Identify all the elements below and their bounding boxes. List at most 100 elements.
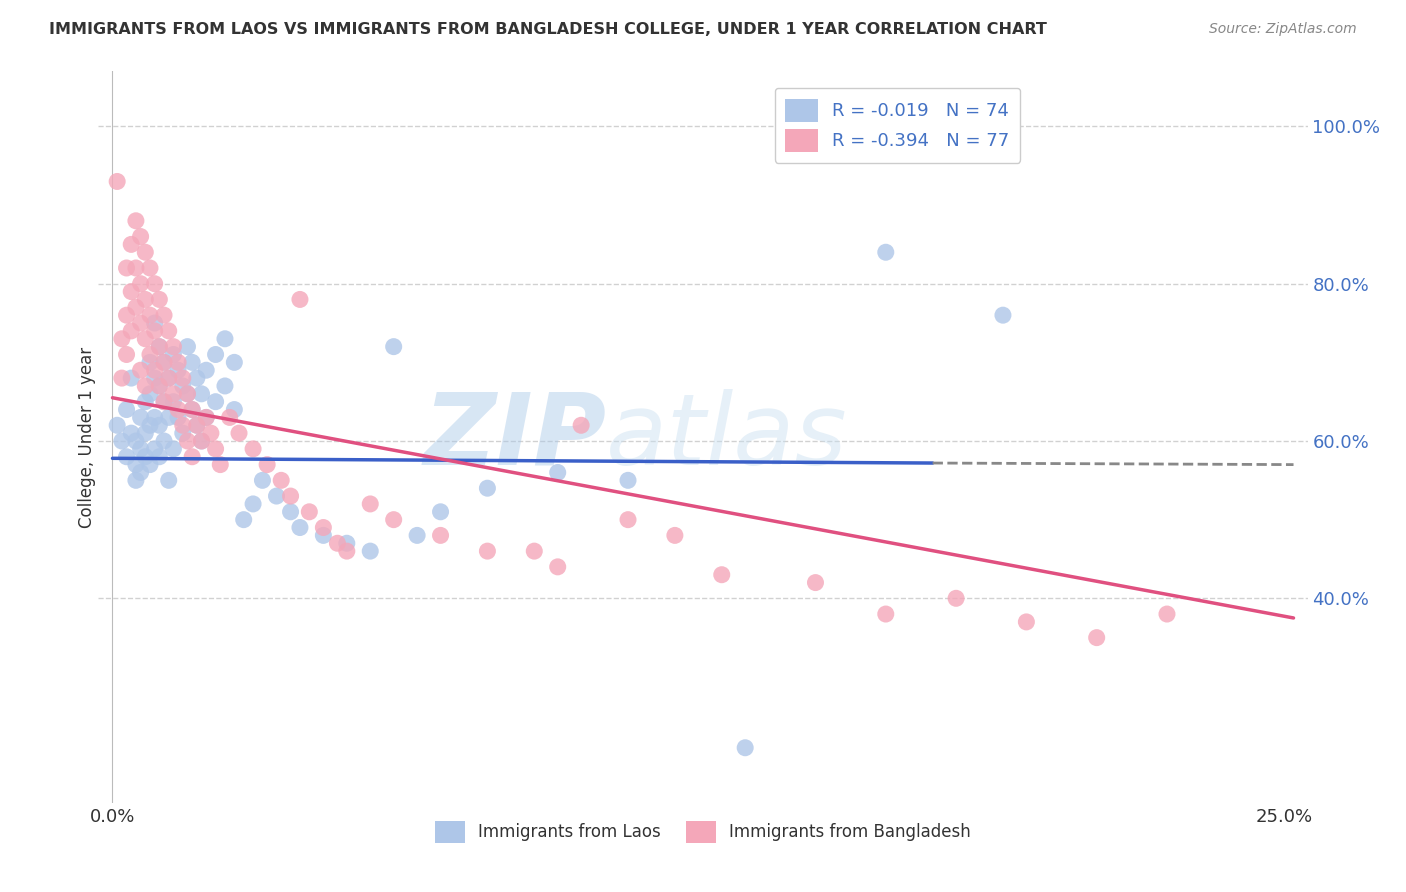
Point: [139, 308, 162, 322]
Point: [162, 387, 184, 401]
Point: [153, 355, 176, 369]
Point: [125, 301, 148, 315]
Point: [382, 340, 405, 354]
Point: [143, 371, 166, 385]
Point: [157, 371, 180, 385]
Point: [382, 513, 405, 527]
Point: [214, 379, 236, 393]
Point: [429, 505, 451, 519]
Point: [172, 379, 194, 393]
Point: [359, 544, 381, 558]
Point: [153, 355, 176, 369]
Point: [134, 332, 156, 346]
Point: [547, 466, 569, 480]
Point: [172, 418, 194, 433]
Point: [129, 466, 152, 480]
Point: [477, 481, 499, 495]
Point: [1085, 631, 1108, 645]
Point: [120, 324, 142, 338]
Point: [288, 293, 311, 307]
Point: [129, 363, 152, 377]
Point: [120, 426, 142, 441]
Point: [105, 174, 128, 188]
Point: [875, 607, 897, 621]
Point: [252, 473, 274, 487]
Point: [125, 434, 148, 448]
Point: [143, 442, 166, 456]
Point: [148, 379, 170, 393]
Point: [129, 442, 152, 456]
Point: [134, 426, 156, 441]
Text: IMMIGRANTS FROM LAOS VS IMMIGRANTS FROM BANGLADESH COLLEGE, UNDER 1 YEAR CORRELA: IMMIGRANTS FROM LAOS VS IMMIGRANTS FROM …: [49, 22, 1047, 37]
Point: [200, 426, 222, 441]
Point: [143, 410, 166, 425]
Point: [148, 340, 170, 354]
Point: [153, 394, 176, 409]
Point: [120, 285, 142, 299]
Point: [176, 387, 198, 401]
Point: [232, 513, 254, 527]
Point: [134, 293, 156, 307]
Point: [298, 505, 321, 519]
Point: [139, 355, 162, 369]
Point: [111, 434, 134, 448]
Point: [129, 229, 152, 244]
Point: [134, 245, 156, 260]
Point: [143, 316, 166, 330]
Point: [186, 418, 208, 433]
Point: [115, 347, 138, 361]
Point: [125, 214, 148, 228]
Point: [617, 513, 640, 527]
Point: [148, 340, 170, 354]
Point: [111, 371, 134, 385]
Point: [172, 426, 194, 441]
Point: [139, 387, 162, 401]
Point: [734, 740, 756, 755]
Point: [162, 442, 184, 456]
Point: [875, 245, 897, 260]
Point: [224, 355, 246, 369]
Point: [134, 379, 156, 393]
Point: [115, 450, 138, 464]
Point: [256, 458, 278, 472]
Point: [288, 520, 311, 534]
Point: [120, 371, 142, 385]
Point: [153, 394, 176, 409]
Text: atlas: atlas: [606, 389, 848, 485]
Point: [991, 308, 1014, 322]
Point: [204, 394, 226, 409]
Point: [143, 363, 166, 377]
Point: [157, 324, 180, 338]
Point: [429, 528, 451, 542]
Point: [214, 332, 236, 346]
Point: [195, 410, 218, 425]
Point: [312, 528, 335, 542]
Point: [181, 402, 204, 417]
Point: [148, 418, 170, 433]
Point: [111, 332, 134, 346]
Point: [204, 347, 226, 361]
Text: Source: ZipAtlas.com: Source: ZipAtlas.com: [1209, 22, 1357, 37]
Point: [547, 559, 569, 574]
Y-axis label: College, Under 1 year: College, Under 1 year: [79, 346, 96, 528]
Point: [336, 536, 359, 550]
Point: [181, 402, 204, 417]
Point: [129, 410, 152, 425]
Point: [224, 402, 246, 417]
Point: [664, 528, 686, 542]
Point: [105, 418, 128, 433]
Point: [804, 575, 827, 590]
Point: [125, 458, 148, 472]
Point: [1015, 615, 1038, 629]
Text: ZIP: ZIP: [423, 389, 606, 485]
Point: [157, 473, 180, 487]
Point: [218, 410, 240, 425]
Point: [181, 355, 204, 369]
Point: [148, 293, 170, 307]
Point: [143, 277, 166, 291]
Point: [157, 371, 180, 385]
Point: [176, 434, 198, 448]
Point: [129, 277, 152, 291]
Point: [406, 528, 429, 542]
Point: [195, 410, 218, 425]
